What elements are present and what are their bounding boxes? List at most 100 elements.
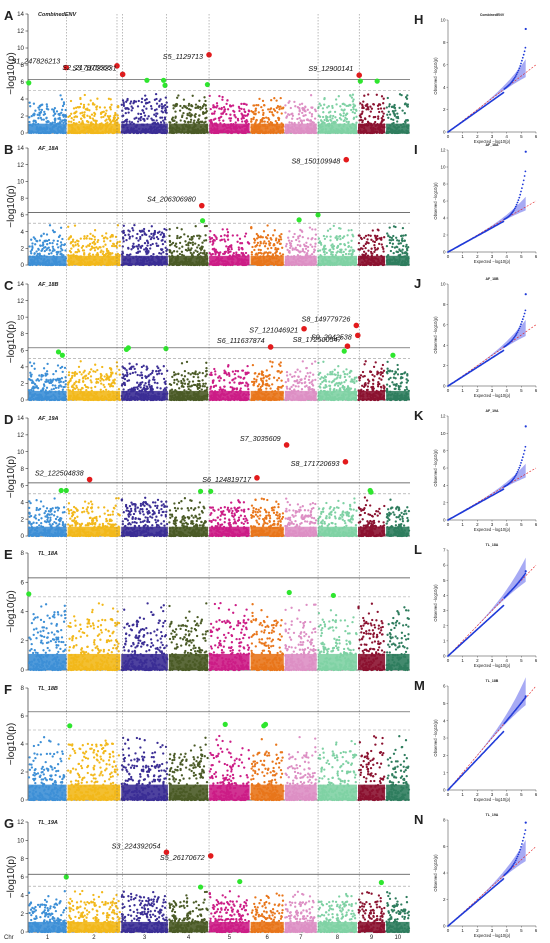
snp-point [227, 245, 231, 249]
snp-point [88, 244, 91, 247]
snp-point [237, 253, 240, 257]
significant-snp-point [343, 156, 350, 163]
snp-point [147, 374, 150, 378]
snp-point [30, 364, 33, 368]
snp-point [323, 118, 326, 122]
snp-point [30, 252, 33, 255]
snp-point [218, 94, 221, 98]
snp-point [60, 247, 63, 250]
snp-point [50, 252, 53, 255]
snp-point [212, 104, 215, 107]
snp-point [114, 119, 117, 122]
snp-point [73, 383, 76, 386]
snp-point [351, 93, 355, 96]
snp-point [310, 238, 313, 241]
snp-point [239, 242, 242, 245]
snp-point [43, 112, 47, 116]
snp-point [242, 108, 246, 111]
snp-point [137, 250, 140, 253]
snp-point [270, 246, 273, 250]
snp-point [34, 243, 37, 246]
snp-point [304, 105, 307, 108]
snp-point [102, 245, 105, 248]
snp-point [401, 237, 404, 240]
snp-base-band [209, 123, 250, 133]
snp-point [97, 377, 100, 381]
snp-point [60, 253, 63, 256]
snp-point [32, 385, 35, 388]
snp-point [260, 120, 263, 123]
y-tick-label: 4 [21, 364, 25, 371]
snp-point [67, 371, 71, 374]
snp-point [372, 103, 376, 106]
snp-point [176, 236, 179, 240]
snp-point [244, 110, 247, 114]
snp-point [301, 111, 304, 115]
snp-point [205, 116, 208, 119]
snp-point [401, 239, 404, 243]
snp-point [198, 237, 201, 240]
snp-point [70, 385, 74, 388]
snp-point [217, 251, 220, 255]
snp-point [181, 106, 184, 110]
snp-point [156, 112, 159, 115]
snp-base-band [358, 255, 386, 265]
snp-point [60, 377, 64, 380]
snp-point [186, 121, 190, 124]
snp-point [145, 107, 148, 110]
snp-point [125, 106, 129, 110]
snp-point [189, 118, 193, 121]
snp-point [112, 118, 116, 121]
snp-point [147, 229, 151, 233]
snp-point [211, 243, 214, 246]
snp-point [228, 250, 231, 254]
snp-point [72, 121, 75, 125]
snp-base-band [168, 255, 209, 265]
snp-point [158, 99, 161, 103]
snp-point [37, 248, 40, 251]
snp-point [204, 234, 207, 237]
snp-point [45, 378, 48, 381]
snp-point [226, 108, 230, 111]
snp-point [135, 237, 138, 240]
snp-point [373, 246, 377, 249]
snp-point [52, 372, 55, 376]
snp-point [370, 247, 373, 250]
snp-point [222, 106, 226, 109]
panel-letter: B [4, 142, 13, 157]
snp-point [35, 250, 38, 253]
snp-point [162, 105, 165, 108]
y-tick-label: 14 [17, 145, 24, 152]
snp-point [404, 234, 407, 237]
snp-point [168, 121, 171, 124]
snp-point [205, 224, 208, 228]
snp-point [388, 105, 391, 108]
snp-point [323, 103, 326, 106]
snp-point [350, 96, 354, 99]
snp-point [194, 112, 197, 116]
snp-point [299, 228, 302, 232]
snp-point [178, 109, 182, 112]
snp-point [130, 248, 133, 251]
snp-point [79, 96, 82, 100]
snp-point [125, 120, 128, 123]
snp-point [342, 114, 345, 118]
snp-point [181, 245, 184, 248]
snp-point [139, 237, 142, 241]
snp-point [223, 252, 226, 255]
snp-point [226, 234, 229, 238]
snp-point [247, 109, 250, 112]
snp-point [159, 116, 162, 119]
snp-point [366, 120, 370, 123]
snp-point [366, 238, 369, 241]
y-tick-label: 8 [21, 331, 25, 338]
snp-point [106, 374, 109, 377]
snp-point [257, 104, 260, 107]
snp-point [260, 105, 263, 109]
snp-point [81, 111, 84, 114]
snp-point [297, 235, 300, 238]
snp-point [51, 108, 54, 111]
snp-point [383, 107, 386, 110]
snp-point [359, 102, 362, 105]
snp-point [83, 369, 86, 372]
